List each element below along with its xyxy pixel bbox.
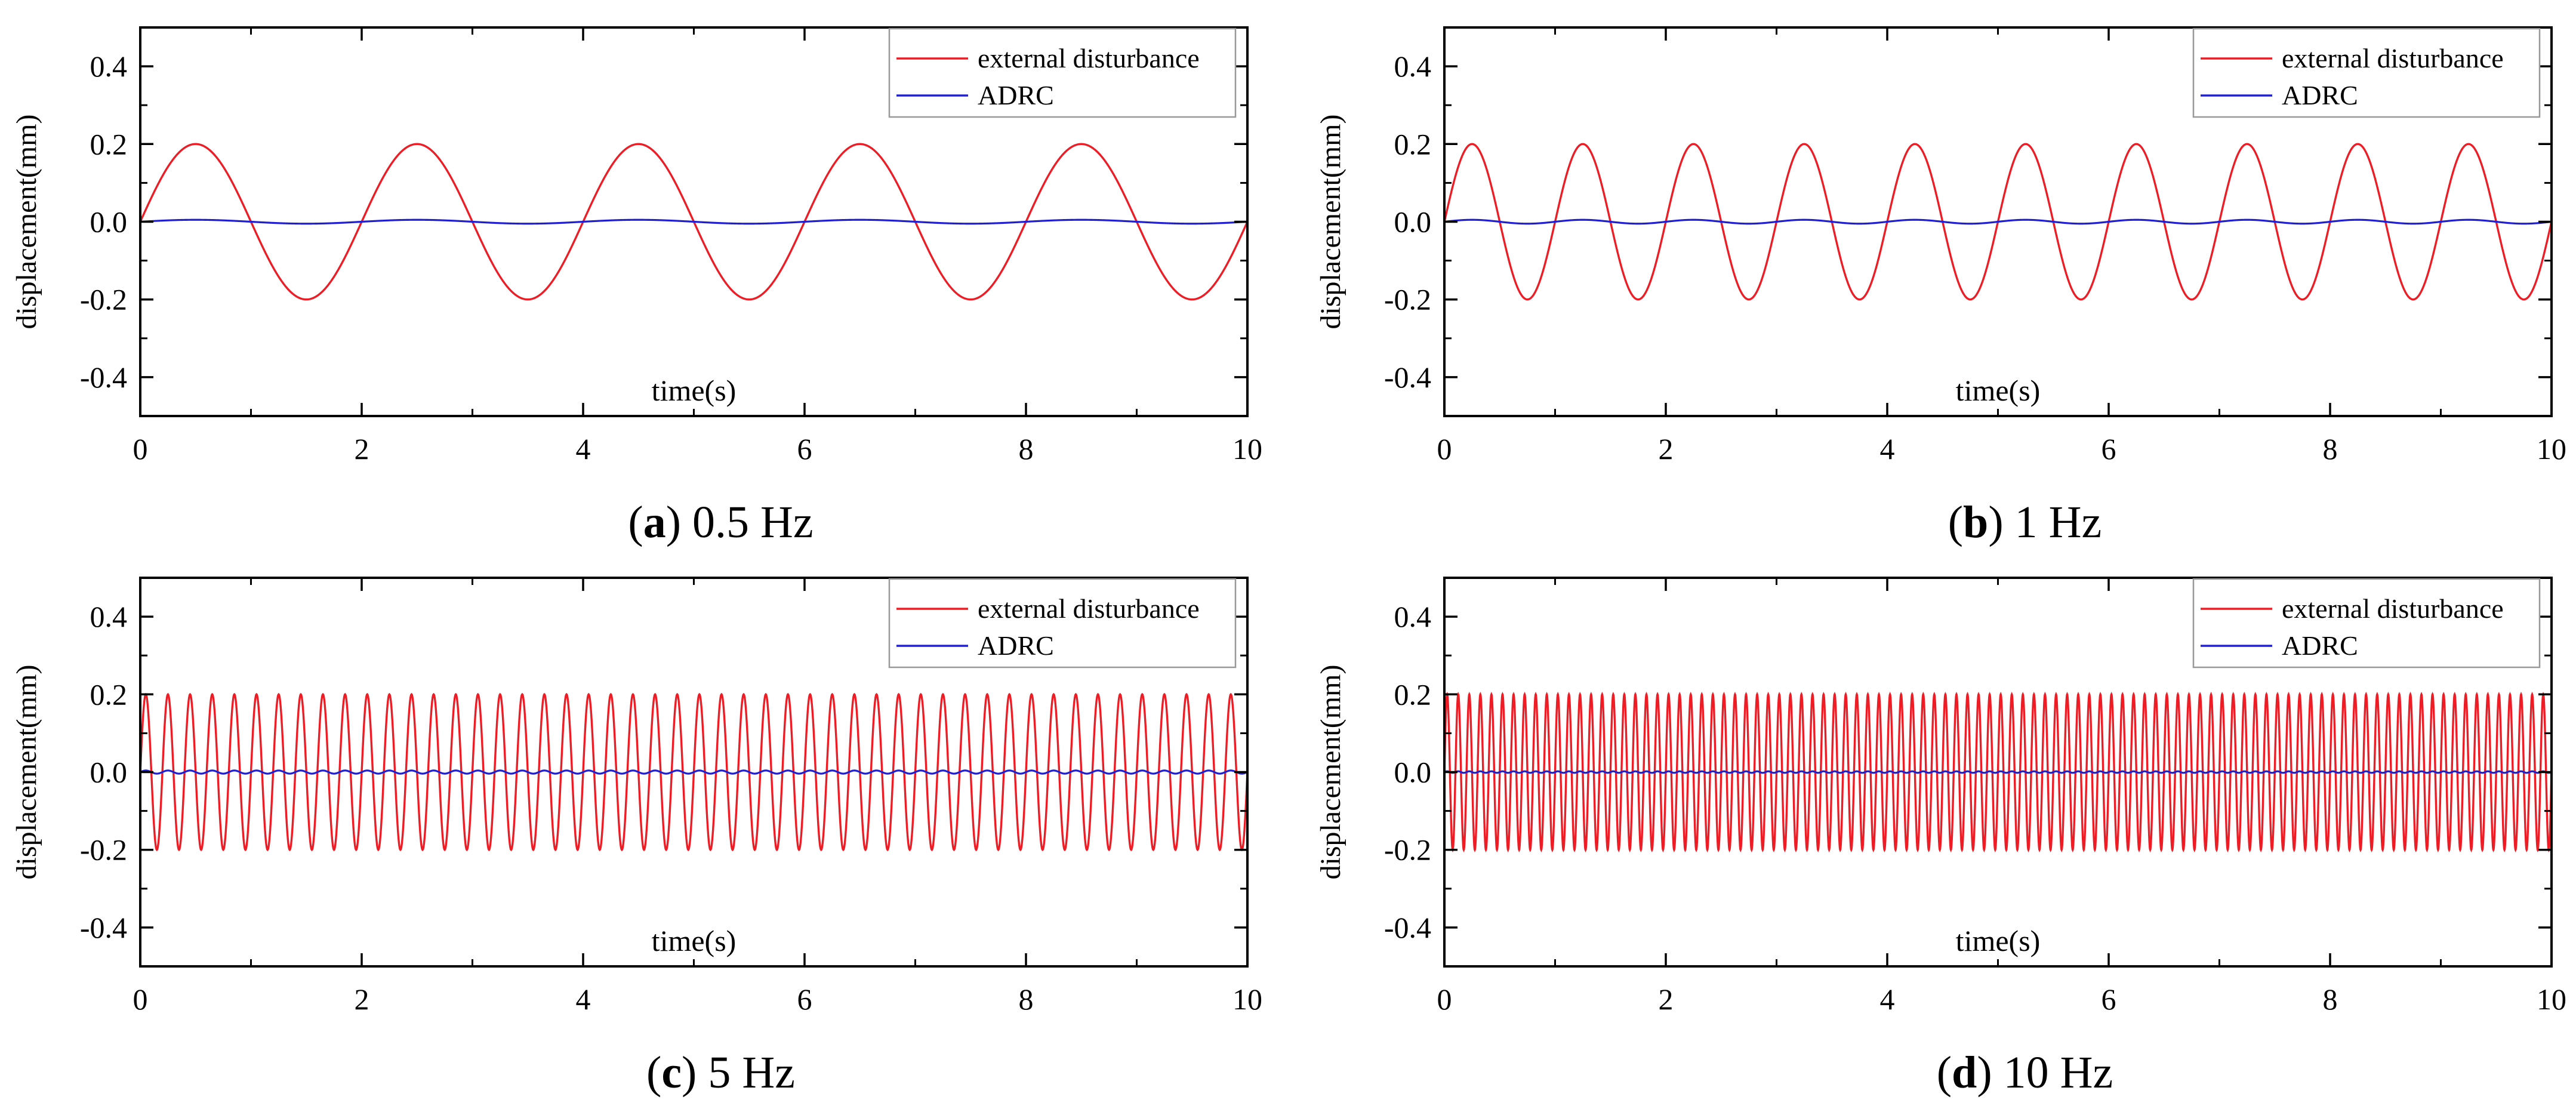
x-tick-label: 0 <box>133 982 148 1016</box>
panel-caption: (b) 1 Hz <box>1948 497 2102 547</box>
y-tick-label: 0.2 <box>90 127 128 161</box>
x-tick-label: 8 <box>1019 982 1034 1016</box>
x-tick-label: 10 <box>2537 432 2566 466</box>
legend-label: external disturbance <box>978 593 1200 624</box>
x-tick-label: 2 <box>355 982 369 1016</box>
series-line-adrc <box>140 769 1247 775</box>
legend-label: external disturbance <box>2282 43 2504 73</box>
y-tick-label: 0.4 <box>1394 50 1432 83</box>
legend-box <box>888 578 1237 669</box>
series-line-adrc <box>140 218 1247 225</box>
x-tick-label: 10 <box>1232 982 1262 1016</box>
y-tick-label: -0.2 <box>80 283 127 316</box>
x-tick-label: 6 <box>2102 432 2116 466</box>
legend-label: ADRC <box>2282 630 2358 661</box>
panel-letter: c <box>661 1048 682 1098</box>
x-tick-label: 2 <box>355 432 369 466</box>
y-tick-label: -0.2 <box>80 833 127 867</box>
y-tick-label: -0.2 <box>1384 833 1431 867</box>
x-tick-label: 2 <box>1659 982 1674 1016</box>
series-line-adrc <box>1444 218 2552 225</box>
x-axis-label: time(s) <box>652 374 737 407</box>
panel-caption-text: 0.5 Hz <box>692 497 814 547</box>
y-tick-label: -0.4 <box>80 911 127 944</box>
panel-letter: b <box>1963 497 1988 547</box>
panel-letter: a <box>643 497 666 547</box>
y-tick-label: -0.4 <box>1384 361 1431 394</box>
legend-label: ADRC <box>978 630 1054 661</box>
series-line-adrc <box>1444 770 2552 774</box>
legend-label: external disturbance <box>978 43 1200 73</box>
panel-caption-text: 1 Hz <box>2015 497 2102 547</box>
y-axis-label: displacement(mm) <box>1315 665 1346 880</box>
panel-caption-text: 10 Hz <box>2004 1048 2113 1098</box>
y-tick-label: 0.2 <box>1394 127 1432 161</box>
y-tick-label: 0.0 <box>90 205 128 239</box>
legend-label: ADRC <box>978 80 1054 110</box>
x-tick-label: 4 <box>1880 982 1895 1016</box>
legend-label: ADRC <box>2282 80 2358 110</box>
x-tick-label: 6 <box>797 432 812 466</box>
x-tick-label: 8 <box>1019 432 1034 466</box>
y-axis-label: displacement(mm) <box>11 115 42 329</box>
y-tick-label: 0.0 <box>90 756 128 789</box>
y-tick-label: 0.2 <box>90 677 128 711</box>
y-tick-label: -0.2 <box>1384 283 1431 316</box>
x-tick-label: 0 <box>1437 432 1452 466</box>
x-tick-label: 4 <box>1880 432 1895 466</box>
x-tick-label: 4 <box>576 982 591 1016</box>
y-tick-label: 0.4 <box>1394 600 1432 633</box>
x-tick-label: 6 <box>2102 982 2116 1016</box>
y-tick-label: -0.4 <box>80 361 127 394</box>
x-tick-label: 8 <box>2323 432 2338 466</box>
panel-caption: (c) 5 Hz <box>646 1048 795 1098</box>
legend-box <box>2192 578 2541 669</box>
legend-box <box>2192 27 2541 118</box>
panel-letter: d <box>1952 1048 1977 1098</box>
x-tick-label: 4 <box>576 432 591 466</box>
chart-panel-d: 0 2 4 6 8 10 -0.4 -0.2 0.0 0.2 0.4 time(s) displacem… <box>1315 577 2566 1098</box>
legend-label: external disturbance <box>2282 593 2504 624</box>
panel-caption: (a) 0.5 Hz <box>628 497 813 547</box>
x-tick-label: 6 <box>797 982 812 1016</box>
y-axis-label: displacement(mm) <box>11 665 42 880</box>
x-tick-label: 0 <box>1437 982 1452 1016</box>
chart-panel-a: 0 2 4 6 8 10 -0.4 -0.2 0.0 0.2 0.4 time(s) displacem… <box>11 26 1262 547</box>
y-tick-label: 0.0 <box>1394 756 1432 789</box>
y-tick-label: 0.2 <box>1394 677 1432 711</box>
legend-box <box>888 27 1237 118</box>
y-tick-label: -0.4 <box>1384 911 1431 944</box>
y-axis-label: displacement(mm) <box>1315 115 1346 329</box>
chart-panel-c: 0 2 4 6 8 10 -0.4 -0.2 0.0 0.2 0.4 time(s) displacem… <box>11 577 1262 1098</box>
panel-caption: (d) 10 Hz <box>1937 1048 2113 1098</box>
x-tick-label: 10 <box>2537 982 2566 1016</box>
x-axis-label: time(s) <box>1956 374 2041 407</box>
x-axis-label: time(s) <box>1956 924 2041 957</box>
y-tick-label: 0.0 <box>1394 205 1432 239</box>
x-tick-label: 8 <box>2323 982 2338 1016</box>
chart-panel-b: 0 2 4 6 8 10 -0.4 -0.2 0.0 0.2 0.4 time(s) displacem… <box>1315 26 2566 547</box>
y-tick-label: 0.4 <box>90 600 128 633</box>
x-tick-label: 0 <box>133 432 148 466</box>
panel-caption-text: 5 Hz <box>708 1048 795 1098</box>
x-tick-label: 10 <box>1232 432 1262 466</box>
y-tick-label: 0.4 <box>90 50 128 83</box>
x-tick-label: 2 <box>1659 432 1674 466</box>
x-axis-label: time(s) <box>652 924 737 957</box>
